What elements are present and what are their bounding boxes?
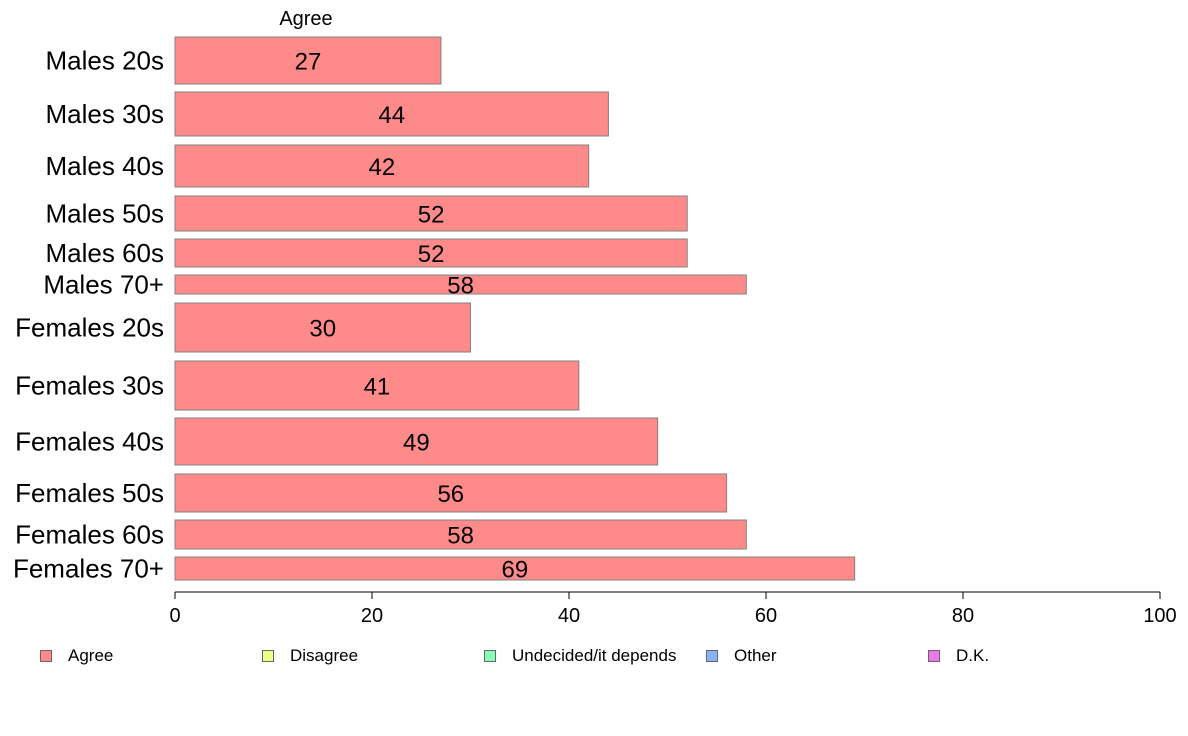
x-tick-label-20: 20: [361, 605, 383, 627]
bars-group: [174, 36, 856, 581]
legend-swatch-undecided: [484, 650, 496, 662]
bar-males-40s: [174, 144, 590, 188]
x-tick-label-80: 80: [952, 605, 974, 627]
legend-item-dk: D.K.: [928, 646, 989, 666]
value-label-females-70plus: 69: [501, 557, 528, 584]
legend: Agree Disagree Undecided/it depends Othe…: [0, 640, 1188, 670]
category-label-females-70plus: Females 70+: [13, 554, 164, 584]
category-label-males-20s: Males 20s: [46, 46, 165, 76]
category-label-males-50s: Males 50s: [46, 199, 165, 229]
value-label-females-40s: 49: [403, 430, 430, 457]
category-label-males-60s: Males 60s: [46, 238, 165, 268]
value-label-males-30s: 44: [378, 102, 405, 129]
bar-females-70plus: [174, 556, 856, 581]
x-axis: 0 20 40 60 80 100: [169, 591, 1177, 627]
category-labels: Males 20s Males 30s Males 40s Males 50s Male…: [13, 46, 164, 584]
legend-label-disagree: Disagree: [290, 646, 359, 665]
category-label-females-30s: Females 30s: [15, 371, 164, 401]
value-label-males-60s: 52: [418, 241, 445, 268]
bar-females-40s: [174, 417, 659, 466]
x-tick-label-0: 0: [169, 605, 180, 627]
legend-item-disagree: Disagree: [262, 646, 358, 666]
category-label-males-30s: Males 30s: [46, 99, 165, 129]
category-label-females-50s: Females 50s: [15, 478, 164, 508]
x-tick-label-40: 40: [558, 605, 580, 627]
legend-item-undecided: Undecided/it depends: [484, 646, 676, 666]
bar-females-30s: [174, 360, 580, 411]
bar-males-50s: [174, 195, 688, 232]
value-label-females-30s: 41: [364, 374, 391, 401]
x-tick-label-60: 60: [755, 605, 777, 627]
bar-males-70plus: [174, 274, 747, 295]
legend-swatch-disagree: [262, 650, 274, 662]
category-label-females-20s: Females 20s: [15, 313, 164, 343]
legend-swatch-other: [706, 650, 718, 662]
legend-swatch-dk: [928, 650, 940, 662]
category-label-males-40s: Males 40s: [46, 151, 165, 181]
value-label-males-20s: 27: [295, 49, 322, 76]
bar-females-50s: [174, 473, 728, 513]
category-label-females-60s: Females 60s: [15, 520, 164, 550]
category-label-females-40s: Females 40s: [15, 427, 164, 457]
value-label-males-40s: 42: [368, 154, 395, 181]
value-label-males-50s: 52: [418, 202, 445, 229]
x-tick-label-100: 100: [1143, 605, 1176, 627]
legend-label-undecided: Undecided/it depends: [512, 646, 677, 665]
value-label-females-50s: 56: [437, 481, 464, 508]
bar-chart: Agree Males 20s Males 30s Males 40s Males 5…: [13, 8, 1177, 627]
bar-females-20s: [174, 302, 471, 353]
value-label-females-20s: 30: [309, 316, 336, 343]
value-label-males-70plus: 58: [447, 273, 474, 300]
legend-item-other: Other: [706, 646, 777, 666]
bar-males-20s: [174, 36, 442, 85]
legend-item-agree: Agree: [40, 646, 113, 666]
legend-label-dk: D.K.: [956, 646, 990, 665]
legend-label-agree: Agree: [68, 646, 114, 665]
series-header: Agree: [279, 8, 332, 30]
bar-males-60s: [174, 238, 688, 268]
legend-label-other: Other: [734, 646, 777, 665]
bar-females-60s: [174, 519, 747, 550]
category-label-males-70plus: Males 70+: [43, 270, 164, 300]
bar-males-30s: [174, 91, 609, 137]
value-label-females-60s: 58: [447, 523, 474, 550]
legend-swatch-agree: [40, 650, 52, 662]
